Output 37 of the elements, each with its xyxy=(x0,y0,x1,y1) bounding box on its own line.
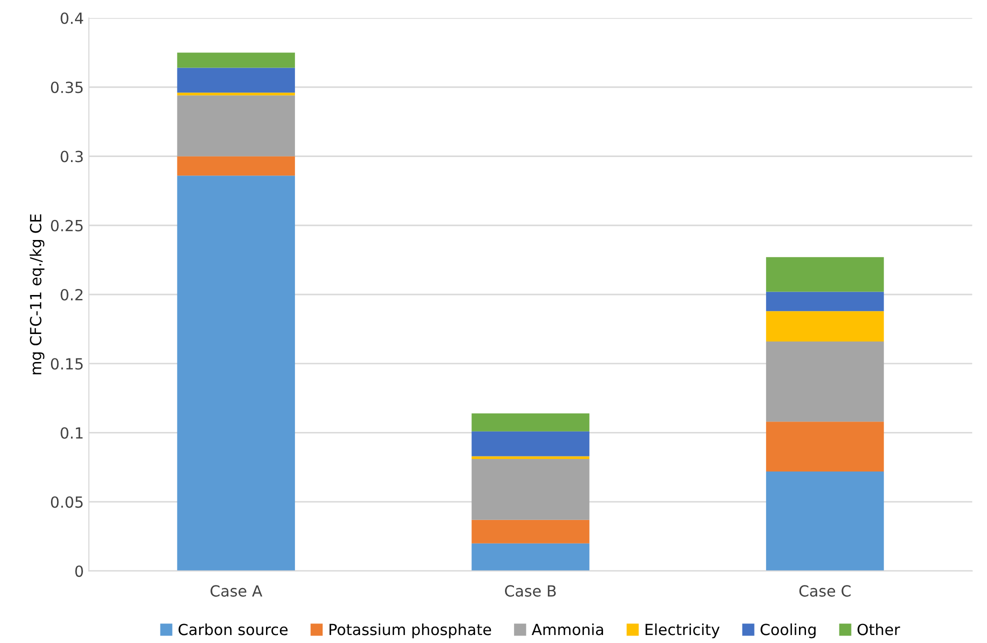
y-tick-label: 0.35 xyxy=(50,82,83,94)
legend-label: Cooling xyxy=(760,623,816,638)
bar xyxy=(177,95,295,156)
bar xyxy=(472,543,590,571)
legend-label: Ammonia xyxy=(532,623,604,636)
y-tick-label: 0.2 xyxy=(60,288,82,301)
x-tick-label: Case B xyxy=(505,585,556,597)
bar xyxy=(766,471,884,571)
bar xyxy=(766,257,884,292)
bar xyxy=(472,456,590,460)
bar xyxy=(177,156,295,176)
y-tick-label: 0.25 xyxy=(50,220,83,232)
x-tick-label: Case A xyxy=(210,585,262,597)
bar xyxy=(177,92,295,96)
bar xyxy=(472,413,590,432)
legend-label: Electricity xyxy=(646,623,720,638)
y-tick-label: 0.05 xyxy=(50,496,83,508)
legend-label: Potassium phosphate xyxy=(330,623,492,638)
legend-label: Other xyxy=(858,623,900,636)
bar xyxy=(472,520,590,544)
bar xyxy=(177,68,295,93)
y-tick-label: 0.15 xyxy=(50,358,83,370)
legend-label: Carbon source xyxy=(178,623,288,636)
bar xyxy=(177,176,295,571)
bar xyxy=(766,292,884,312)
bar xyxy=(766,422,884,472)
y-axis-title: mg CFC-11 eq./kg CE xyxy=(30,214,44,374)
y-tick-label: 0 xyxy=(75,565,83,578)
bar xyxy=(472,431,590,456)
bar xyxy=(472,459,590,520)
x-tick-label: Case C xyxy=(799,585,851,597)
y-tick-label: 0.1 xyxy=(60,427,83,439)
bar xyxy=(177,52,295,68)
y-tick-label: 0.4 xyxy=(60,12,84,24)
bar xyxy=(766,341,884,422)
y-tick-label: 0.3 xyxy=(60,150,83,162)
bar xyxy=(766,311,884,342)
